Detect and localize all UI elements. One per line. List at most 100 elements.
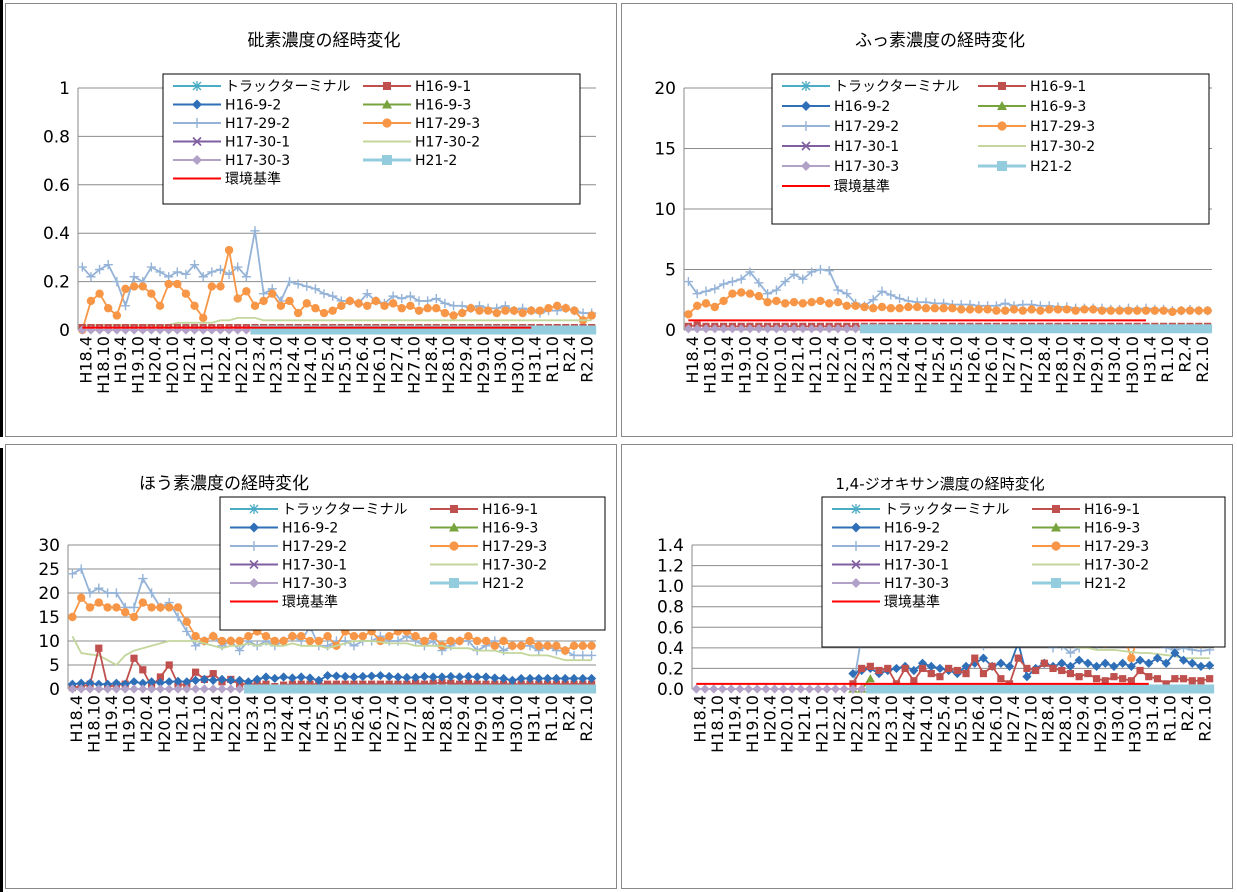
data-point (1018, 324, 1028, 334)
legend-label: H21-2 (1084, 576, 1126, 592)
y-tick-label: 10 (654, 200, 676, 220)
data-point (164, 684, 174, 694)
x-tick-label: H29.10 (474, 336, 493, 394)
data-point (1022, 672, 1032, 682)
data-point (173, 279, 182, 289)
data-point (509, 306, 519, 315)
data-point (345, 325, 355, 335)
x-tick-label: H19.4 (726, 695, 745, 743)
data-point (250, 325, 260, 335)
legend: トラックターミナル H16-9-1 H16-9-2 H16-9-3 H17-29-2 H1… (162, 73, 581, 205)
legend-label: H16-9-1 (415, 79, 471, 95)
data-point (945, 664, 953, 673)
data-point (535, 325, 545, 335)
data-point (235, 675, 245, 685)
data-point (909, 684, 919, 694)
x-tick-label: H21.4 (180, 336, 199, 384)
legend-label: H17-30-2 (1084, 558, 1149, 574)
data-point (962, 669, 970, 678)
data-point (173, 684, 183, 694)
data-point (164, 677, 174, 687)
data-point (371, 325, 381, 335)
x-tick-label: H21.4 (788, 336, 807, 384)
legend-marker (450, 505, 458, 513)
legend-marker (1052, 505, 1060, 513)
x-tick-label: H24.10 (301, 336, 320, 394)
data-point (446, 636, 455, 646)
data-point (507, 684, 517, 694)
y-tick-label: 25 (38, 560, 60, 580)
data-point (379, 325, 389, 335)
data-point (440, 308, 450, 318)
data-point (909, 665, 919, 676)
series-H16-9-1 (68, 644, 596, 692)
data-point (991, 324, 1001, 334)
data-point (918, 684, 928, 694)
y-tick-label: 0.4 (657, 639, 684, 659)
data-point (948, 304, 957, 313)
data-point (226, 675, 236, 685)
x-tick-label: H18.4 (691, 695, 710, 743)
data-point (217, 684, 227, 694)
x-tick-label: H21.10 (806, 336, 825, 394)
data-point (437, 672, 447, 682)
data-point (362, 325, 372, 335)
legend-marker (1051, 522, 1061, 532)
y-tick-label: 0.2 (43, 273, 70, 293)
data-point (411, 684, 421, 694)
data-point (953, 666, 961, 675)
data-point (778, 684, 788, 694)
y-tick-label: 15 (38, 608, 60, 628)
data-point (323, 670, 333, 681)
data-point (859, 324, 869, 334)
data-point (912, 324, 922, 334)
x-tick-label: H23.4 (249, 336, 268, 384)
data-point (754, 291, 763, 301)
data-point (173, 612, 183, 622)
data-point (226, 636, 235, 646)
data-point (349, 672, 359, 682)
data-point (293, 325, 303, 335)
data-point (1036, 306, 1045, 315)
data-point (701, 299, 711, 308)
legend-label: H17-30-1 (225, 135, 290, 151)
legend-marker (192, 155, 202, 165)
data-point (587, 650, 597, 660)
data-point (305, 684, 315, 694)
data-point (743, 684, 754, 694)
x-tick-label: H26.4 (353, 336, 372, 384)
data-point (839, 684, 849, 694)
data-point (1080, 305, 1089, 314)
data-point (552, 301, 562, 310)
data-point (85, 603, 95, 612)
data-point (509, 325, 519, 335)
data-point (499, 684, 509, 694)
legend-label: H17-30-2 (1030, 139, 1095, 155)
data-point (466, 304, 476, 313)
data-point (709, 684, 719, 694)
data-point (978, 684, 988, 694)
data-point (988, 662, 996, 670)
x-tick-label: H25.4 (318, 336, 337, 384)
data-point (279, 636, 288, 646)
legend-label: トラックターミナル (884, 502, 1009, 518)
data-point (1109, 684, 1119, 694)
x-tick-label: R2.4 (560, 336, 579, 373)
legend-label: H17-29-2 (225, 116, 290, 132)
data-point (719, 324, 729, 334)
x-tick-label: H27.10 (1021, 695, 1040, 753)
data-point (1150, 324, 1160, 334)
legend-marker (801, 121, 811, 131)
x-tick-label: H25.4 (313, 695, 332, 743)
data-point (1014, 654, 1022, 662)
x-tick-label: H20.4 (753, 336, 772, 384)
data-point (1009, 305, 1019, 314)
data-point (287, 673, 297, 683)
legend-marker (382, 118, 392, 128)
data-point (500, 680, 508, 688)
data-point (1066, 669, 1075, 678)
data-point (302, 281, 312, 292)
x-tick-label: H20.10 (163, 336, 182, 394)
data-point (904, 302, 913, 312)
data-point (371, 296, 381, 306)
